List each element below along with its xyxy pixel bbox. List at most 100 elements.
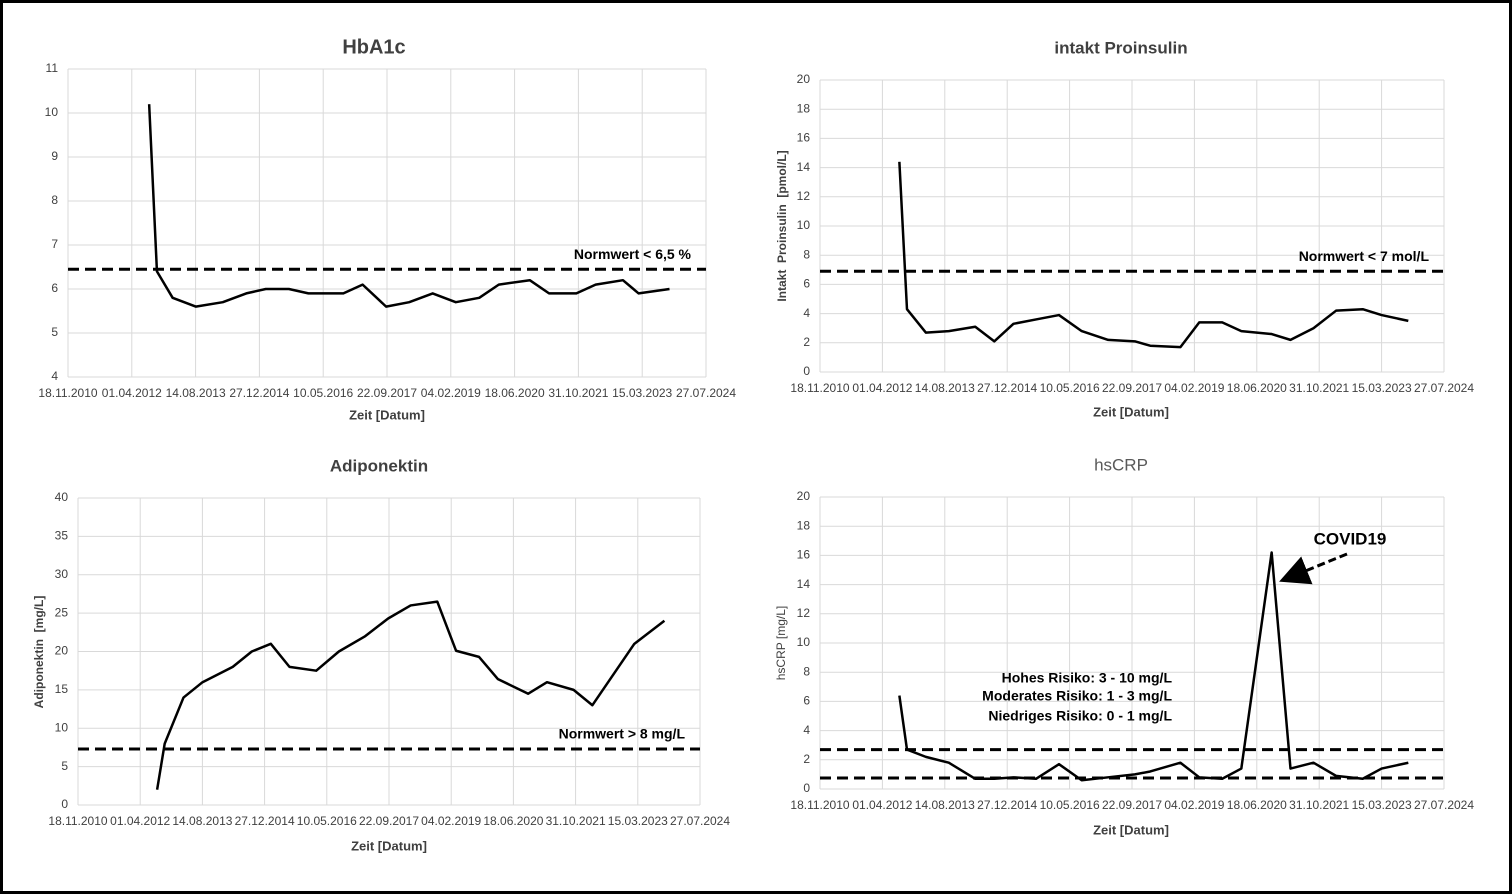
x-tick-label: 01.04.2012 bbox=[852, 381, 912, 395]
x-tick-label: 27.07.2024 bbox=[670, 814, 730, 828]
x-tick-label: 14.08.2013 bbox=[915, 381, 975, 395]
y-tick-label: 6 bbox=[51, 281, 58, 295]
y-tick-label: 2 bbox=[803, 335, 810, 349]
x-tick-label: 01.04.2012 bbox=[110, 814, 170, 828]
y-tick-label: 15 bbox=[55, 682, 69, 696]
x-tick-label: 18.06.2020 bbox=[485, 386, 545, 400]
x-tick-label: 15.03.2023 bbox=[608, 814, 668, 828]
x-tick-label: 22.09.2017 bbox=[1102, 798, 1162, 812]
y-tick-label: 12 bbox=[797, 189, 811, 203]
x-tick-label: 18.11.2010 bbox=[790, 798, 849, 812]
y-tick-label: 40 bbox=[55, 490, 69, 504]
x-tick-label: 14.08.2013 bbox=[166, 386, 226, 400]
chart-title: Adiponektin bbox=[330, 456, 428, 475]
y-tick-label: 0 bbox=[61, 797, 68, 811]
x-tick-label: 27.12.2014 bbox=[977, 798, 1037, 812]
x-tick-label: 31.10.2021 bbox=[1289, 798, 1349, 812]
y-axis-label: hsCRP [mg/L] bbox=[774, 606, 788, 680]
x-tick-label: 22.09.2017 bbox=[357, 386, 417, 400]
reference-label: Normwert < 7 mol/L bbox=[1299, 248, 1430, 264]
y-tick-label: 10 bbox=[55, 720, 69, 734]
x-tick-label: 18.11.2010 bbox=[38, 386, 97, 400]
y-tick-label: 16 bbox=[797, 131, 811, 145]
data-line bbox=[898, 161, 1409, 349]
y-tick-label: 10 bbox=[45, 105, 59, 119]
annotation: Moderates Risiko: 1 - 3 mg/L bbox=[982, 688, 1172, 704]
x-tick-label: 18.06.2020 bbox=[483, 814, 543, 828]
x-tick-label: 18.11.2010 bbox=[48, 814, 107, 828]
y-tick-label: 18 bbox=[797, 101, 811, 115]
x-tick-label: 27.07.2024 bbox=[1414, 798, 1474, 812]
y-tick-label: 30 bbox=[55, 567, 69, 581]
y-tick-label: 20 bbox=[797, 489, 811, 503]
x-tick-label: 27.12.2014 bbox=[235, 814, 295, 828]
y-axis-label: Adiponektin [mg/L] bbox=[32, 596, 46, 709]
y-tick-label: 0 bbox=[803, 364, 810, 378]
x-tick-label: 31.10.2021 bbox=[546, 814, 606, 828]
x-tick-label: 31.10.2021 bbox=[548, 386, 608, 400]
y-tick-label: 14 bbox=[797, 577, 811, 591]
x-tick-label: 01.04.2012 bbox=[852, 798, 912, 812]
y-tick-label: 20 bbox=[797, 72, 811, 86]
chart-title: intakt Proinsulin bbox=[1054, 38, 1187, 57]
y-tick-label: 12 bbox=[797, 606, 811, 620]
y-tick-label: 5 bbox=[61, 759, 68, 773]
x-tick-label: 04.02.2019 bbox=[1164, 798, 1224, 812]
y-tick-label: 16 bbox=[797, 548, 811, 562]
y-tick-label: 20 bbox=[55, 644, 69, 658]
y-tick-label: 25 bbox=[55, 605, 69, 619]
x-tick-label: 10.05.2016 bbox=[297, 814, 357, 828]
x-tick-label: 15.03.2023 bbox=[1352, 381, 1412, 395]
data-line bbox=[898, 551, 1409, 782]
x-tick-label: 04.02.2019 bbox=[1164, 381, 1224, 395]
y-tick-label: 11 bbox=[46, 61, 59, 75]
data-line bbox=[155, 600, 666, 790]
y-tick-label: 2 bbox=[803, 752, 810, 766]
x-tick-label: 10.05.2016 bbox=[293, 386, 353, 400]
y-tick-label: 8 bbox=[51, 193, 58, 207]
y-tick-label: 14 bbox=[797, 160, 811, 174]
x-axis-label: Zeit [Datum] bbox=[1093, 404, 1169, 419]
x-tick-label: 15.03.2023 bbox=[1352, 798, 1412, 812]
y-tick-label: 8 bbox=[803, 664, 810, 678]
reference-label: Normwert > 8 mg/L bbox=[559, 726, 686, 742]
y-tick-label: 4 bbox=[803, 723, 810, 737]
y-tick-label: 10 bbox=[797, 218, 811, 232]
x-tick-label: 27.12.2014 bbox=[977, 381, 1037, 395]
chart-title: HbA1c bbox=[342, 36, 405, 58]
x-tick-label: 27.07.2024 bbox=[676, 386, 736, 400]
x-tick-label: 14.08.2013 bbox=[172, 814, 232, 828]
y-tick-label: 8 bbox=[803, 247, 810, 261]
x-tick-label: 04.02.2019 bbox=[421, 814, 481, 828]
y-tick-label: 7 bbox=[51, 237, 58, 251]
annotation: Hohes Risiko: 3 - 10 mg/L bbox=[1002, 670, 1173, 686]
x-tick-label: 10.05.2016 bbox=[1040, 798, 1100, 812]
x-tick-label: 18.11.2010 bbox=[790, 381, 849, 395]
y-tick-label: 18 bbox=[797, 518, 811, 532]
x-tick-label: 31.10.2021 bbox=[1289, 381, 1349, 395]
y-tick-label: 6 bbox=[803, 694, 810, 708]
y-tick-label: 35 bbox=[55, 529, 69, 543]
x-axis-label: Zeit [Datum] bbox=[349, 407, 425, 422]
y-tick-label: 0 bbox=[803, 781, 810, 795]
x-tick-label: 22.09.2017 bbox=[1102, 381, 1162, 395]
x-tick-label: 15.03.2023 bbox=[612, 386, 672, 400]
y-tick-label: 6 bbox=[803, 277, 810, 291]
x-tick-label: 14.08.2013 bbox=[915, 798, 975, 812]
annotation: Niedriges Risiko: 0 - 1 mg/L bbox=[988, 708, 1172, 724]
x-tick-label: 18.06.2020 bbox=[1227, 381, 1287, 395]
x-tick-label: 10.05.2016 bbox=[1040, 381, 1100, 395]
x-tick-label: 18.06.2020 bbox=[1227, 798, 1287, 812]
y-tick-label: 5 bbox=[51, 325, 58, 339]
x-axis-label: Zeit [Datum] bbox=[351, 838, 427, 853]
chart-title: hsCRP bbox=[1094, 455, 1148, 474]
y-tick-label: 4 bbox=[51, 369, 58, 383]
data-line bbox=[147, 104, 670, 308]
y-tick-label: 9 bbox=[51, 149, 58, 163]
y-axis-label: Intakt Proinsulin [pmol/L] bbox=[775, 150, 789, 301]
reference-label: Normwert < 6,5 % bbox=[574, 246, 692, 262]
x-tick-label: 04.02.2019 bbox=[421, 386, 481, 400]
annotation: COVID19 bbox=[1314, 529, 1387, 548]
